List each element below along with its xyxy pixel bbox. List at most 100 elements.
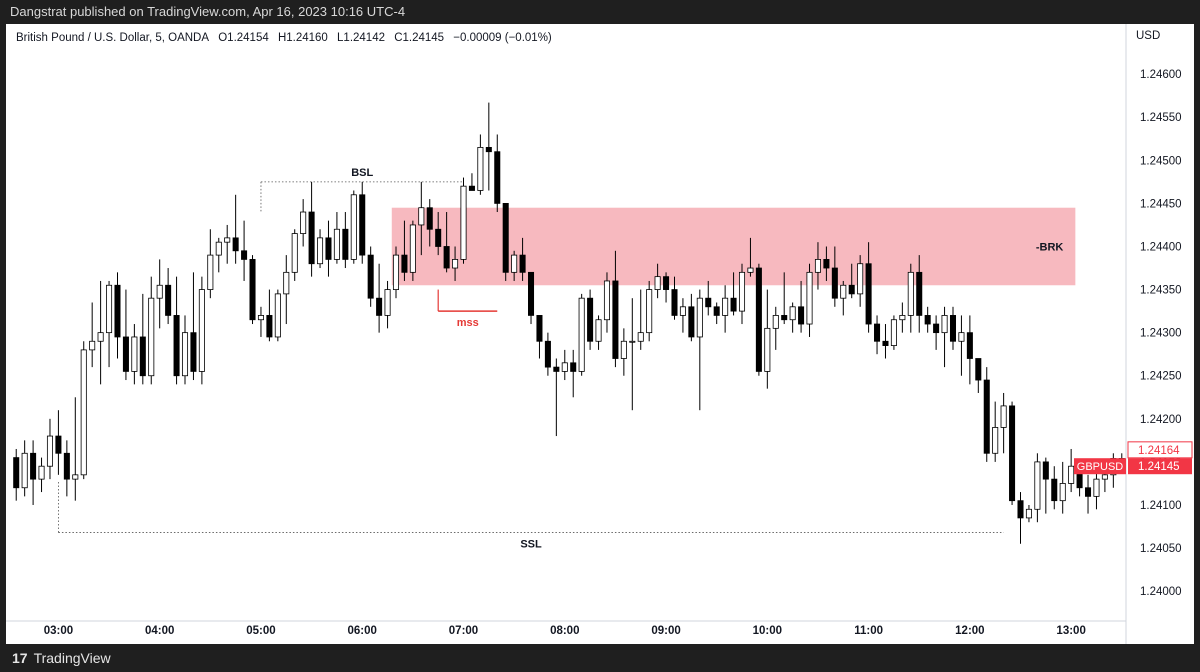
candle [1000,392,1007,454]
candle [595,315,602,350]
chart-frame[interactable]: -BRK BSL SSL mss 1.24000 1.24050 1.24100 1.24… [6,24,1194,644]
candle-body [553,366,560,372]
candle [55,410,62,475]
candle [114,272,121,359]
candle-body [519,254,526,273]
symbol-tag-label: GBPUSD [1077,461,1124,473]
candle-body [603,280,610,321]
candle-body [1034,461,1041,510]
candle-body [1051,478,1058,502]
pre-price-label: 1.24164 [1138,445,1180,457]
candle [367,246,374,307]
candle-body [587,297,594,342]
candle [392,246,400,299]
candle [1093,470,1100,510]
candle-body [207,254,214,290]
candle [257,306,264,337]
candle-body [333,228,340,260]
open-value: O1.24154 [218,32,269,44]
candle-body [114,284,121,338]
candle-body [578,297,585,372]
time-tick-label: 10:00 [753,625,782,637]
price-tick-label: 1.24100 [1140,500,1182,512]
candle-body [89,340,96,351]
candle [949,306,957,350]
candle-body [983,379,990,454]
candle [738,263,746,325]
candle-body [190,332,197,372]
candle-body [367,254,374,299]
candle-body [933,323,940,334]
candle-body [747,267,754,273]
candle-body [806,271,813,325]
candle-body [359,194,366,256]
candle-body [781,315,788,321]
candle [544,332,551,376]
candle [722,285,729,333]
price-tick-label: 1.24050 [1140,543,1182,555]
candle [241,220,248,281]
tradingview-logo[interactable]: 17 TradingView [12,644,111,672]
candle-body [646,289,653,334]
candle [848,263,855,299]
candle [874,315,881,355]
candle-body [620,340,627,359]
candle-body [755,267,762,372]
candlestick-chart[interactable]: -BRK BSL SSL mss 1.24000 1.24050 1.24100 1.24… [6,24,1194,644]
tradingview-brand: TradingView [33,650,111,666]
symbol-tag [1074,458,1126,475]
candle-body [654,276,661,290]
candle [359,181,366,264]
candle [916,255,923,333]
candle-body [30,452,37,480]
candle [528,271,535,325]
candle [283,255,290,325]
candle [899,302,906,333]
candle-body [941,315,948,334]
candle [1059,461,1066,514]
candle-body [409,224,416,273]
candle [705,280,712,316]
candle [696,289,703,411]
candle-body [317,237,324,265]
candle-body [705,297,712,308]
candle [333,212,340,264]
candle-body [435,228,442,247]
symbol-legend[interactable]: British Pound / U.S. Dollar, 5, OANDA O1… [16,32,558,44]
candle [1042,457,1049,514]
candle-body [241,250,248,260]
candle-body [570,362,577,372]
candle-body [502,203,509,273]
candle-body [958,332,965,342]
candle [511,250,518,281]
price-tick-label: 1.24200 [1140,414,1182,426]
candle [561,349,568,381]
candle [806,263,813,337]
candle [266,289,273,342]
candle [409,220,416,281]
candle [637,289,644,350]
candle-body [376,297,383,316]
candle [300,199,307,247]
candle [63,440,70,497]
candle-body [890,319,897,346]
candle-body [975,358,982,381]
candle [553,358,560,437]
candle [106,280,113,368]
candle-body [823,259,830,269]
candle-body [198,289,205,372]
candle [747,237,754,277]
candle [620,328,627,376]
mss-label: mss [457,317,479,329]
candle [148,276,155,385]
candle-body [949,315,957,342]
candle [485,102,492,191]
candle [1034,453,1041,523]
candle [224,224,231,264]
candle-body [511,254,518,273]
candle [823,246,830,281]
candle [21,440,28,497]
price-tick-label: 1.24550 [1140,112,1182,124]
symbol-name[interactable]: British Pound / U.S. Dollar, 5, OANDA [16,32,210,44]
high-value: H1.24160 [277,32,328,44]
